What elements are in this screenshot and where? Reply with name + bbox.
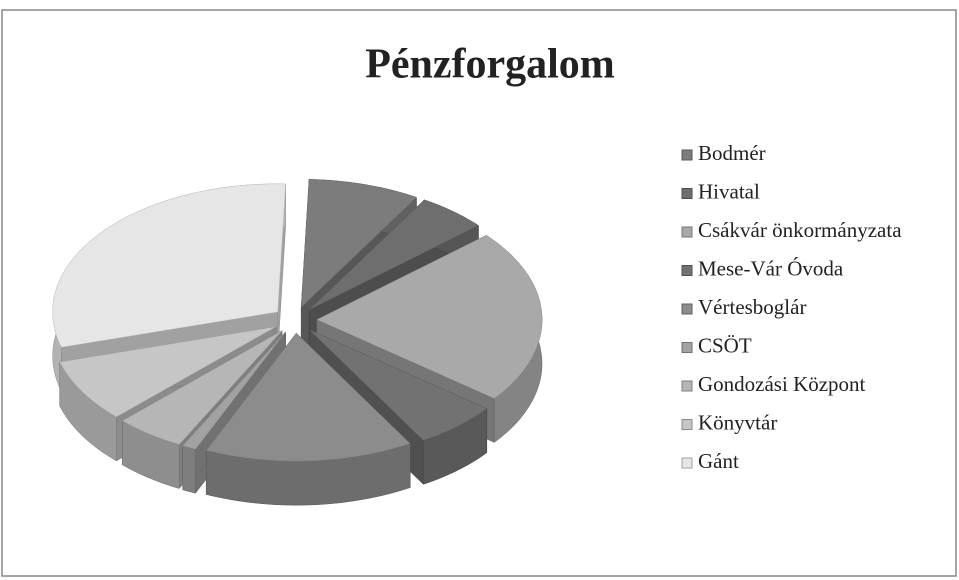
legend-label: Hivatal <box>698 179 760 203</box>
legend-label: Csákvár önkormányzata <box>698 218 902 242</box>
slice <box>52 183 286 348</box>
legend-label: Vértesboglár <box>698 295 806 319</box>
legend-swatch <box>681 303 693 315</box>
legend-label: CSÖT <box>698 333 752 357</box>
legend-swatch <box>681 342 693 353</box>
legend-swatch <box>681 380 693 392</box>
legend-swatch <box>681 457 693 469</box>
legend-label: Gánt <box>698 449 739 473</box>
legend-swatch <box>681 226 693 238</box>
legend-label: Gondozási Központ <box>698 372 866 396</box>
legend-swatch <box>681 149 693 161</box>
slice <box>309 329 488 441</box>
chart-title: Pénzforgalom <box>365 42 615 88</box>
legend-swatch <box>681 419 693 430</box>
slice <box>59 326 277 418</box>
slice <box>121 330 283 445</box>
legend-label: Bodmér <box>698 141 766 165</box>
slice-side <box>182 445 196 494</box>
slice <box>300 179 417 308</box>
slice <box>205 332 411 506</box>
legend-swatch <box>681 265 693 276</box>
slice <box>182 331 286 450</box>
legend-label: Könyvtár <box>698 410 777 434</box>
legend-label: Mese-Vár Óvoda <box>698 256 844 280</box>
slice <box>308 199 479 311</box>
slice <box>205 332 411 462</box>
slice <box>316 235 543 399</box>
legend-swatch <box>681 188 693 199</box>
